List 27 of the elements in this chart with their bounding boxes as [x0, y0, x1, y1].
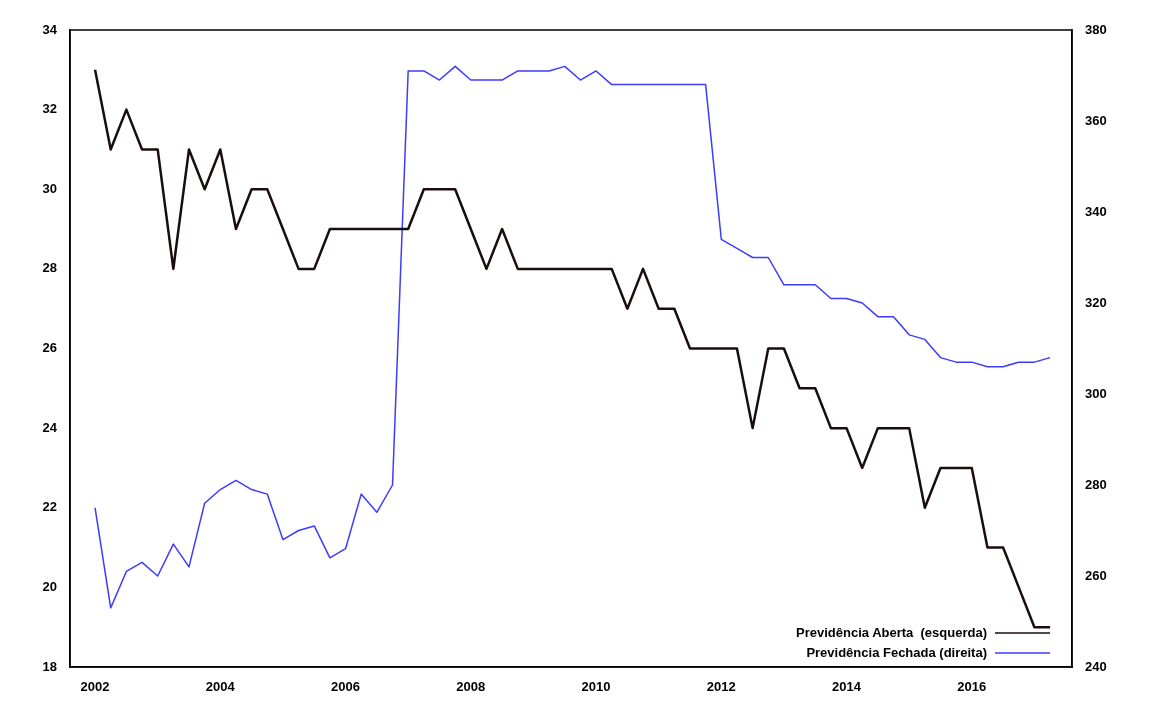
y2-tick-label: 360 [1085, 112, 1107, 128]
y-tick-label: 34 [42, 21, 58, 37]
y2-tick-label: 320 [1085, 294, 1107, 310]
x-tick-label: 2012 [706, 679, 736, 695]
y2-tick-label: 240 [1085, 658, 1107, 674]
x-tick-label: 2006 [331, 679, 361, 695]
x-tick-label: 2002 [80, 679, 110, 695]
y2-tick-label: 280 [1085, 476, 1107, 492]
x-tick-label: 2014 [832, 679, 862, 695]
legend-label: Previdência Fechada (direita) [806, 644, 987, 660]
x-tick-label: 2008 [456, 679, 486, 695]
y2-tick-label: 380 [1085, 21, 1107, 37]
y-tick-label: 28 [42, 260, 57, 276]
y2-tick-label: 300 [1085, 385, 1107, 401]
y-tick-label: 22 [42, 499, 57, 515]
x-tick-label: 2010 [581, 679, 611, 695]
y-tick-label: 24 [42, 419, 58, 435]
y-tick-label: 30 [42, 180, 57, 196]
y-tick-label: 26 [42, 340, 57, 356]
y2-tick-label: 340 [1085, 203, 1107, 219]
y-tick-label: 18 [42, 658, 57, 674]
y-tick-label: 20 [42, 578, 57, 594]
x-tick-label: 2004 [205, 679, 236, 695]
y-tick-label: 32 [42, 101, 57, 117]
legend-label: Previdência Aberta (esquerda) [796, 624, 987, 640]
y2-tick-label: 260 [1085, 567, 1107, 583]
x-tick-label: 2016 [957, 679, 987, 695]
